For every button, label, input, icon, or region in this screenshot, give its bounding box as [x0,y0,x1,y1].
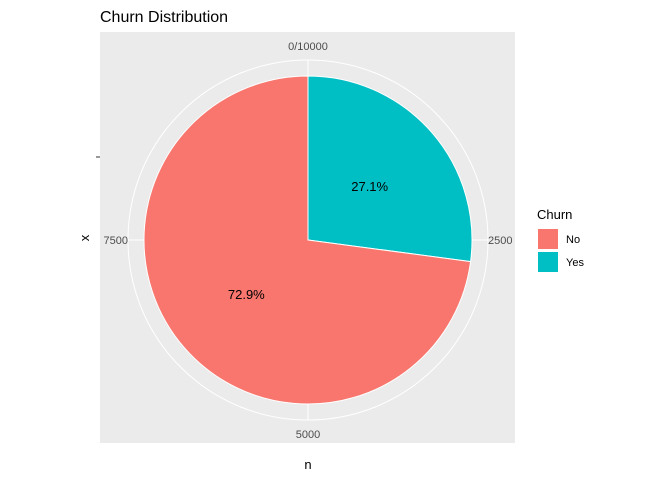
slice-percent-label: 72.9% [228,287,265,302]
tick-label-layer: 0/10000 2500 5000 7500 [104,41,513,441]
legend-label: Yes [566,257,584,269]
legend-label: No [566,234,580,246]
pie-slice-no [143,75,472,405]
slice-layer [143,75,473,405]
legend-key-no [538,229,558,249]
slice-percent-label: 27.1% [351,179,388,194]
angular-tick-label: 5000 [296,429,320,441]
angular-tick-label: 2500 [488,235,512,247]
y-axis-title: x [77,234,92,241]
chart-title: Churn Distribution [100,9,228,26]
x-axis-title: n [304,457,311,472]
angular-tick-label: 0/10000 [288,41,328,53]
legend-key-yes [538,252,558,272]
legend: Churn No Yes [537,207,584,272]
angular-tick-label: 7500 [104,235,128,247]
legend-items: No Yes [538,229,584,272]
data-label-layer: 27.1% 72.9% [228,179,389,302]
legend-title: Churn [537,207,572,222]
pie-slice-yes [307,75,473,263]
